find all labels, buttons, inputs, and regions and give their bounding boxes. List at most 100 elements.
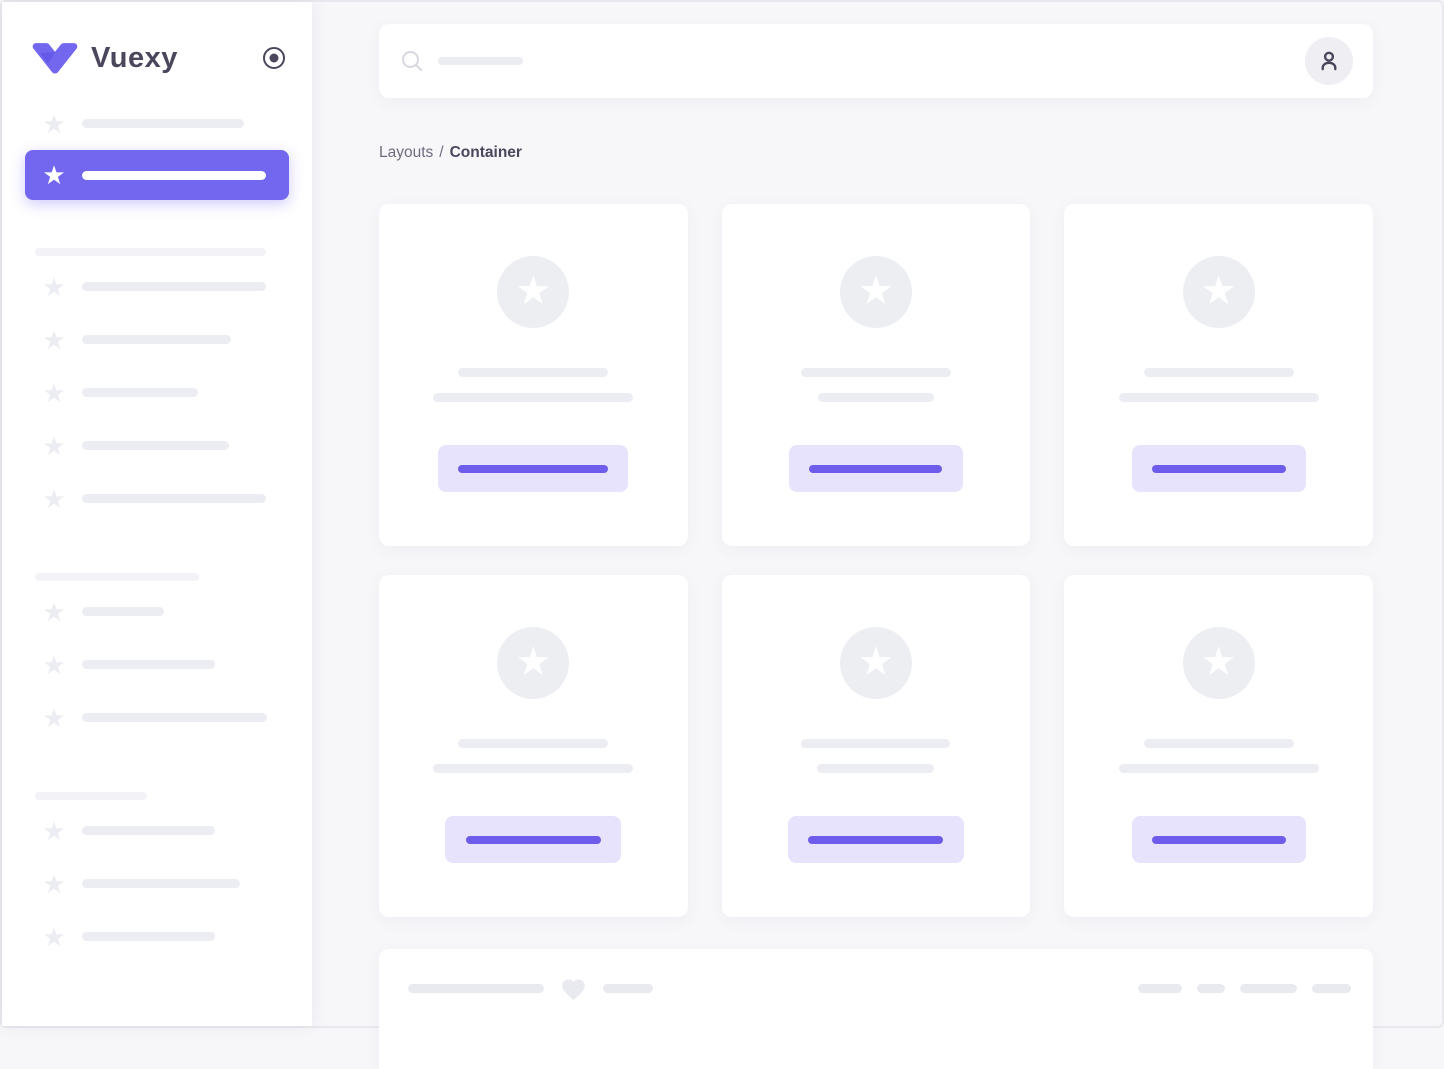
star-icon: ★ [42,649,66,680]
star-icon: ★ [42,377,66,408]
layout-card: ★ [1064,204,1373,546]
logo-row: Vuexy [32,40,286,76]
star-icon: ★ [42,815,66,846]
layout-card: ★ [379,575,688,917]
star-icon: ★ [42,271,66,302]
card-media-circle: ★ [839,627,912,699]
user-avatar[interactable] [1305,37,1353,85]
footer-text-skeleton [408,983,544,993]
sidebar-item[interactable]: ★ [2,97,312,150]
star-icon: ★ [515,268,552,313]
star-icon: ★ [515,639,552,684]
sidebar-item[interactable]: ★ [2,585,312,638]
sidebar-item-active[interactable]: ★ [25,150,289,200]
card-title-skeleton [1143,368,1294,377]
card-button-label-skeleton [465,835,601,844]
sidebar-item[interactable]: ★ [2,857,312,910]
breadcrumb-current: Container [449,144,522,161]
card-button[interactable] [788,445,963,492]
sidebar-item-label-skeleton [82,282,266,291]
star-icon: ★ [858,268,894,313]
app-title: Vuexy [91,41,178,74]
footer-link-skeleton [1138,983,1182,993]
card-button[interactable] [445,816,622,863]
footer-text-skeleton [603,983,653,993]
sidebar-section-heading-skeleton [35,248,266,256]
sidebar-item[interactable]: ★ [2,313,312,366]
top-navbar [379,24,1373,98]
layout-card: ★ [721,575,1031,917]
star-icon: ★ [42,921,66,952]
heart-icon [560,976,587,1001]
sidebar-item-label-skeleton [82,335,231,344]
sidebar-item[interactable]: ★ [2,472,312,525]
card-button[interactable] [1131,445,1306,492]
menu-pin-toggle-icon[interactable] [262,46,286,70]
card-button[interactable] [787,816,964,863]
vuexy-logo-icon [32,42,78,74]
sidebar-item[interactable]: ★ [2,638,312,691]
star-icon: ★ [42,702,66,733]
card-media-circle: ★ [497,256,570,328]
breadcrumb-parent[interactable]: Layouts [379,144,434,161]
sidebar-item[interactable]: ★ [2,419,312,472]
sidebar-item[interactable]: ★ [2,804,312,857]
breadcrumb-separator: / [439,144,444,161]
sidebar-section-heading-skeleton [35,792,147,800]
card-button-label-skeleton [809,464,943,473]
card-title-skeleton [458,368,609,377]
search-placeholder-skeleton [438,57,523,65]
card-button-label-skeleton [808,835,944,844]
layout-card: ★ [1064,575,1373,917]
sidebar-item-label-skeleton [82,660,215,669]
sidebar-sections: ★ ★ ★ ★ ★ ★ ★ ★ ★ ★ ★ [2,248,312,963]
card-title-skeleton [801,739,951,748]
card-title-skeleton [800,368,951,377]
sidebar-section-items: ★ ★ ★ [2,804,312,963]
sidebar-section-items: ★ ★ ★ ★ ★ [2,260,312,525]
card-media-circle: ★ [839,256,912,328]
sidebar-item-label-skeleton [82,494,266,503]
card-title-skeleton [458,739,609,748]
star-icon: ★ [42,160,66,190]
sidebar-item-label-skeleton [82,388,198,397]
sidebar-active-item-label-skeleton [82,170,266,180]
person-icon [1321,51,1337,71]
sidebar-item-label-skeleton [82,441,229,450]
card-button[interactable] [1131,816,1306,863]
search-input[interactable] [401,50,1305,72]
sidebar: Vuexy ★ ★ ★ ★ ★ ★ ★ ★ ★ ★ ★ ★ ★ [2,2,312,1026]
star-icon: ★ [42,324,66,355]
card-subtitle-skeleton [1118,764,1319,773]
card-subtitle-skeleton [817,764,935,773]
sidebar-section-heading-skeleton [35,573,199,581]
app-window: { "app": { "title": "Vuexy" }, "colors":… [0,0,1444,1028]
star-icon: ★ [42,483,66,514]
card-media-circle: ★ [1182,256,1255,328]
card-subtitle-skeleton [433,393,634,402]
card-subtitle-skeleton [433,764,634,773]
breadcrumb: Layouts / Container [379,144,1373,162]
sidebar-section-items: ★ ★ ★ [2,585,312,744]
card-button[interactable] [438,445,629,492]
sidebar-item[interactable]: ★ [2,366,312,419]
card-media-circle: ★ [497,627,570,699]
card-button-label-skeleton [1151,464,1286,473]
footer-left-group [408,975,653,1001]
star-icon: ★ [1200,268,1237,313]
star-icon: ★ [858,639,894,684]
sidebar-item[interactable]: ★ [2,691,312,744]
card-button-label-skeleton [1151,835,1286,844]
card-media-circle: ★ [1182,627,1255,699]
star-icon: ★ [42,108,66,139]
footer-link-skeleton [1312,983,1351,993]
sidebar-item[interactable]: ★ [2,260,312,313]
sidebar-item-label-skeleton [82,607,164,616]
star-icon: ★ [1200,639,1237,684]
card-title-skeleton [1143,739,1294,748]
card-grid: ★ ★ ★ ★ ★ ★ [379,204,1373,917]
sidebar-item[interactable]: ★ [2,910,312,963]
sidebar-item-label-skeleton [82,826,215,835]
layout-card: ★ [379,204,688,546]
layout-card: ★ [721,204,1031,546]
